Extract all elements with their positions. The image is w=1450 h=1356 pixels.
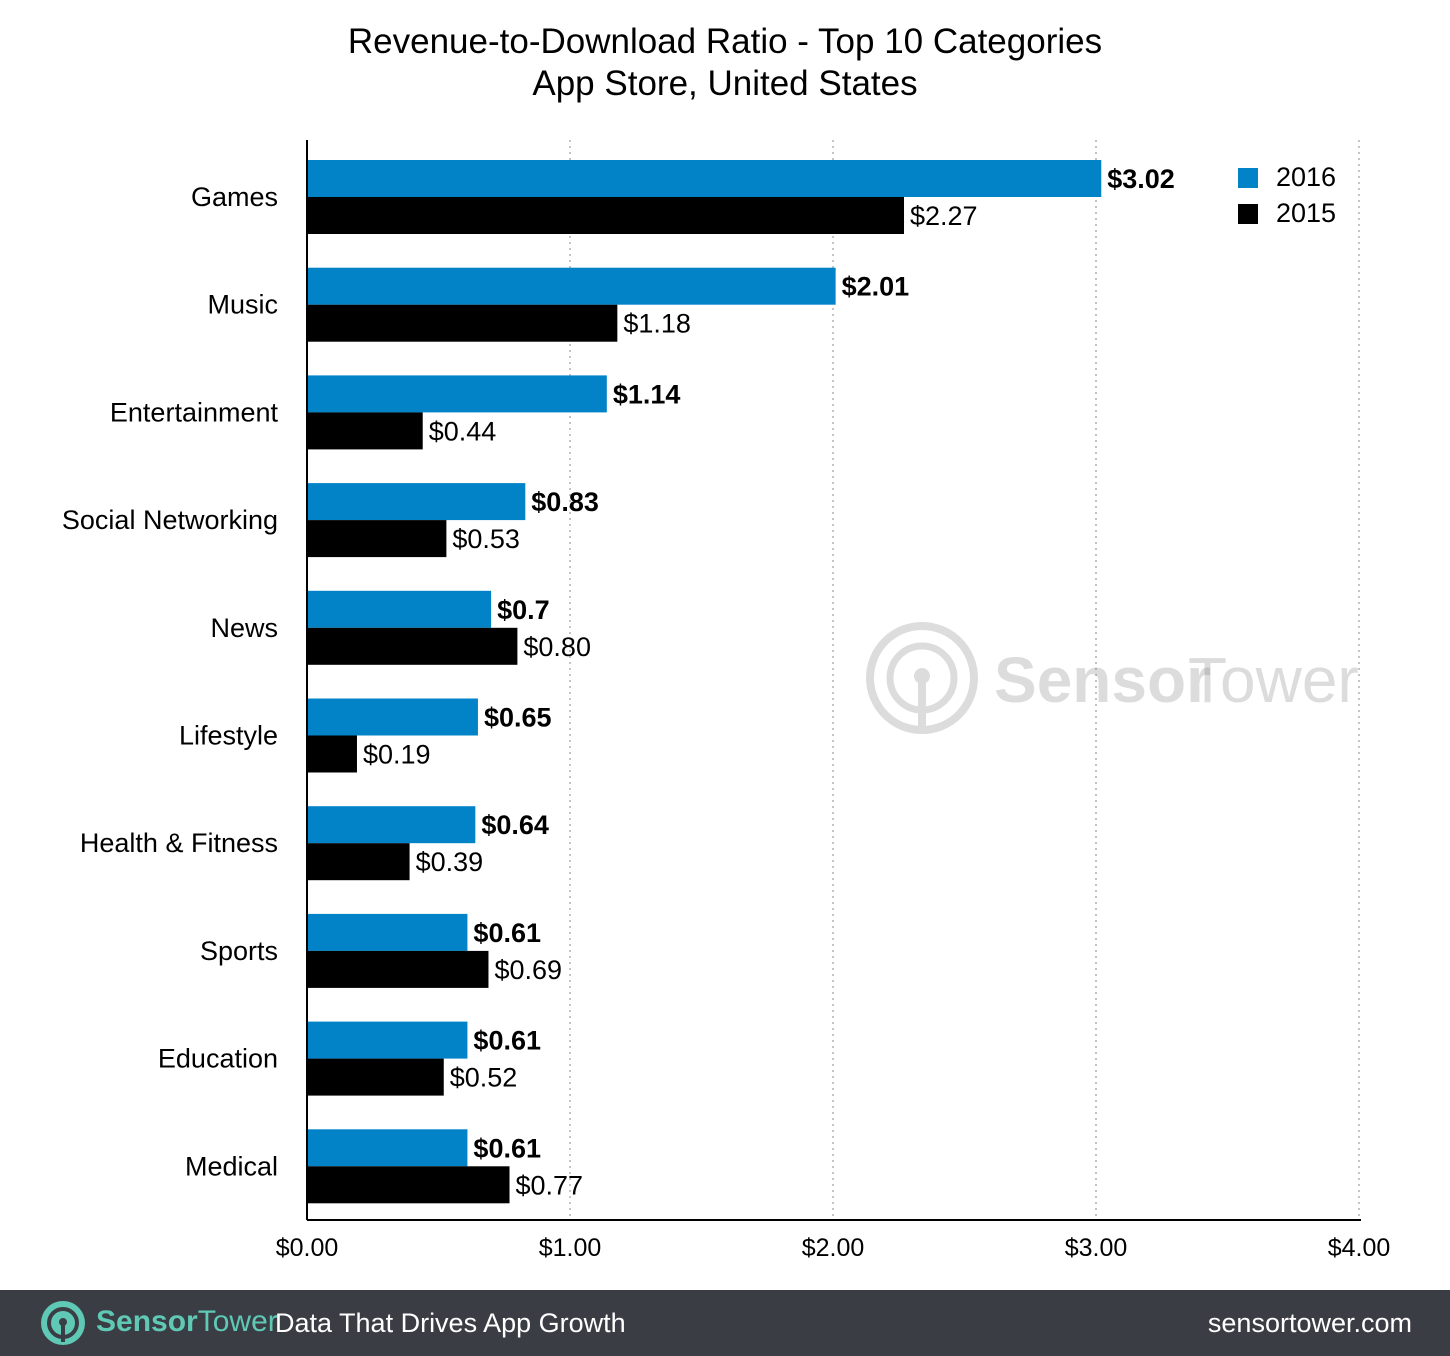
legend-label-2015: 2015 — [1276, 198, 1337, 228]
sensortower-logo-icon — [41, 1301, 85, 1345]
footer-bar: SensorTower Data That Drives App Growth … — [0, 1290, 1450, 1356]
bar-2015 — [308, 843, 410, 881]
category-label: News — [210, 613, 278, 643]
data-label-2015: $0.77 — [516, 1170, 584, 1200]
footer-brand: SensorTower — [96, 1304, 278, 1340]
watermark-text-bold: Sensor — [994, 644, 1211, 716]
category-label: Social Networking — [62, 505, 278, 535]
bar-2015 — [308, 520, 447, 558]
bar-2016 — [308, 1129, 468, 1167]
chart-subtitle: App Store, United States — [532, 64, 918, 103]
footer-brand-bold: Sensor — [96, 1305, 198, 1338]
bar-2015 — [308, 304, 618, 342]
data-label-2016: $0.64 — [481, 810, 549, 840]
legend-swatch-2016 — [1238, 167, 1258, 188]
category-label: Medical — [185, 1151, 278, 1181]
bar-2016 — [308, 1021, 468, 1059]
category-label: Lifestyle — [179, 721, 278, 751]
footer-tagline: Data That Drives App Growth — [275, 1308, 626, 1338]
legend-item-2016: 2016 — [1238, 162, 1336, 193]
data-label-2015: $0.19 — [363, 740, 431, 770]
watermark-icon — [866, 622, 978, 734]
x-tick-label: $0.00 — [276, 1234, 339, 1262]
chart-title: Revenue-to-Download Ratio - Top 10 Categ… — [347, 22, 1103, 61]
legend-label-2016: 2016 — [1276, 162, 1337, 192]
data-label-2015: $0.69 — [494, 955, 562, 985]
footer-website-link[interactable]: sensortower.com — [1207, 1308, 1412, 1338]
bar-2016 — [308, 698, 478, 736]
category-label: Music — [207, 290, 278, 320]
data-label-2015: $1.18 — [623, 309, 691, 339]
data-label-2015: $0.52 — [450, 1063, 518, 1093]
footer-brand-light: Tower — [197, 1305, 278, 1338]
x-tick-label: $3.00 — [1065, 1234, 1128, 1262]
data-label-2016: $0.61 — [473, 1133, 541, 1163]
x-tick-label: $4.00 — [1328, 1234, 1391, 1262]
data-label-2015: $0.80 — [523, 632, 591, 662]
category-label: Games — [191, 182, 278, 212]
bar-2015 — [308, 735, 357, 773]
category-label: Education — [158, 1044, 278, 1074]
category-label: Sports — [200, 936, 278, 966]
bar-2016 — [308, 590, 492, 628]
data-label-2015: $0.44 — [429, 416, 497, 446]
bar-2016 — [308, 483, 526, 521]
data-label-2016: $0.65 — [484, 703, 552, 733]
data-label-2016: $3.02 — [1107, 164, 1175, 194]
bar-2015 — [308, 950, 489, 988]
bar-2015 — [308, 197, 905, 234]
watermark-text-light: Tower — [1188, 644, 1359, 716]
data-label-2016: $0.61 — [473, 918, 541, 948]
data-label-2016: $1.14 — [613, 379, 681, 409]
bar-2016 — [308, 267, 836, 305]
bar-2016 — [308, 806, 476, 844]
bar-2015 — [308, 412, 423, 450]
bar-2015 — [308, 1166, 510, 1204]
legend-item-2015: 2015 — [1238, 198, 1336, 229]
data-label-2016: $2.01 — [842, 272, 910, 302]
data-label-2015: $0.53 — [452, 524, 520, 554]
data-label-2016: $0.83 — [531, 487, 599, 517]
data-label-2016: $0.61 — [473, 1026, 541, 1056]
category-label: Entertainment — [110, 397, 279, 427]
data-label-2016: $0.7 — [497, 595, 550, 625]
bar-2016 — [308, 913, 468, 951]
legend-swatch-2015 — [1238, 203, 1258, 224]
watermark-logo: Sensor Tower — [866, 622, 1359, 734]
data-label-2015: $0.39 — [416, 847, 484, 877]
x-tick-label: $2.00 — [802, 1234, 865, 1262]
bar-2015 — [308, 627, 518, 665]
bar-chart: $0.00 $1.00 $2.00 $3.00 $4.00 Games $3.02 $2.27… — [62, 140, 1391, 1262]
data-label-2015: $2.27 — [910, 201, 978, 231]
bar-2015 — [308, 1058, 444, 1096]
x-tick-label: $1.00 — [539, 1234, 602, 1262]
bar-2016 — [308, 375, 607, 413]
category-label: Health & Fitness — [80, 828, 278, 858]
bar-2016 — [308, 160, 1102, 197]
